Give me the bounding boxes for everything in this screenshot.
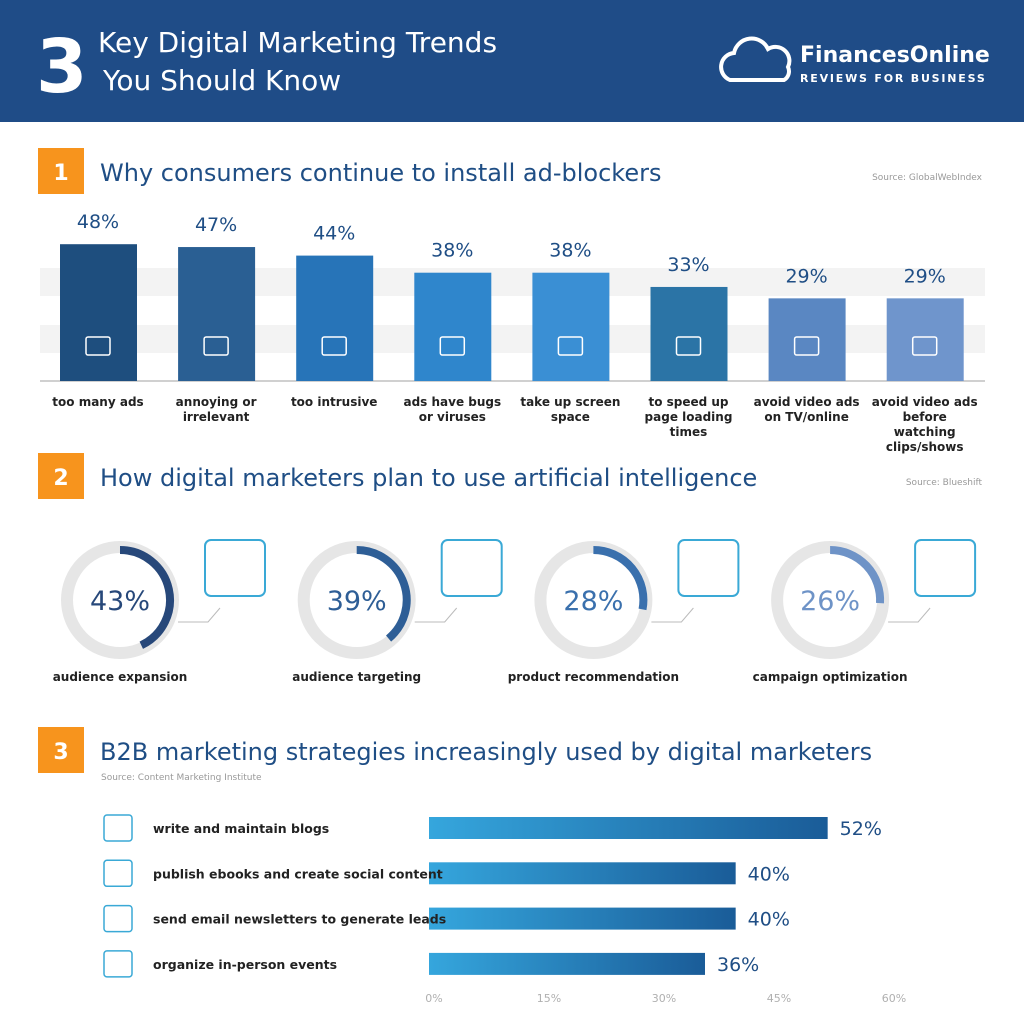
connector xyxy=(178,607,221,623)
bar-icon xyxy=(85,336,111,356)
section-number: 3 xyxy=(53,740,68,765)
bar xyxy=(178,247,256,381)
bar xyxy=(886,298,964,381)
header-title: Key Digital Marketing Trends xyxy=(98,26,497,59)
value-label: 33% xyxy=(667,254,709,276)
bar xyxy=(429,817,828,839)
category-label: to speed up page loading times xyxy=(644,395,733,439)
category-label: take up screen space xyxy=(520,395,621,424)
bar-icon xyxy=(321,336,347,356)
icon xyxy=(440,539,503,597)
bar xyxy=(60,244,137,381)
value-label: 40% xyxy=(748,863,790,885)
source: Source: Blueshift xyxy=(906,478,983,488)
x-tick-label: 45% xyxy=(767,992,791,1005)
bar-icon xyxy=(439,336,466,356)
section-title: Why consumers continue to install ad-blo… xyxy=(100,159,661,187)
bar xyxy=(768,298,846,381)
section-number: 2 xyxy=(53,466,68,491)
category-label: send email newsletters to generate leads xyxy=(153,912,446,927)
category-label: too many ads xyxy=(52,395,144,409)
value-label: 52% xyxy=(840,818,882,840)
value-label: 36% xyxy=(717,954,759,976)
value-label: 38% xyxy=(431,240,473,262)
bar xyxy=(532,272,610,381)
source: Source: Content Marketing Institute xyxy=(101,773,262,783)
bar xyxy=(650,286,728,381)
icon xyxy=(204,539,266,597)
bar xyxy=(296,255,374,381)
icon xyxy=(103,814,133,842)
bar-icon xyxy=(203,336,229,356)
value-label: 43% xyxy=(90,586,150,617)
donut-arc xyxy=(356,546,411,642)
x-tick-label: 30% xyxy=(652,992,676,1005)
value-label: 26% xyxy=(800,586,860,617)
x-tick-label: 60% xyxy=(882,992,906,1005)
donut-arc xyxy=(593,546,648,611)
logo-cloud xyxy=(719,36,792,82)
brand: FinancesOnline xyxy=(800,43,990,68)
bar xyxy=(429,952,705,975)
category-label: avoid video ads before watching clips/sh… xyxy=(871,395,978,454)
section-number: 1 xyxy=(53,161,68,186)
section-title: How digital marketers plan to use artifi… xyxy=(100,464,757,492)
x-tick-label: 0% xyxy=(425,992,442,1005)
category-label: ads have bugs or viruses xyxy=(403,395,502,424)
icon xyxy=(103,950,133,978)
icon xyxy=(103,904,133,933)
value-label: 28% xyxy=(563,586,623,617)
connector xyxy=(888,607,931,623)
category-label: product recommendation xyxy=(507,670,680,684)
bar-icon xyxy=(557,336,584,356)
category-label: publish ebooks and create social content xyxy=(153,866,443,881)
category-label: audience targeting xyxy=(292,670,422,684)
category-label: campaign optimization xyxy=(752,670,908,684)
header-title: You Should Know xyxy=(102,64,341,97)
value-label: 29% xyxy=(785,265,827,287)
bar-icon xyxy=(793,336,820,356)
source: Source: GlobalWebIndex xyxy=(872,173,983,183)
value-label: 39% xyxy=(327,586,387,617)
category-label: avoid video ads on TV/online xyxy=(753,395,860,424)
icon xyxy=(914,539,977,597)
donut-arc xyxy=(119,546,174,649)
section-title: B2B marketing strategies increasingly us… xyxy=(100,738,872,766)
category-label: audience expansion xyxy=(52,670,188,684)
value-label: 29% xyxy=(904,265,946,287)
x-tick-label: 15% xyxy=(537,992,561,1005)
bar xyxy=(414,272,492,381)
value-label: 48% xyxy=(77,211,119,233)
bar-icon xyxy=(911,336,938,356)
connector xyxy=(651,607,694,623)
connector xyxy=(414,607,458,623)
bar xyxy=(429,862,736,885)
section-badge xyxy=(38,727,84,773)
header-number: 3 xyxy=(36,24,88,110)
value-label: 40% xyxy=(748,909,790,931)
bar xyxy=(429,907,736,930)
value-label: 44% xyxy=(313,223,355,245)
category-label: write and maintain blogs xyxy=(153,821,329,836)
section-badge xyxy=(38,148,84,194)
donut-arc xyxy=(829,546,885,604)
brand-tagline: REVIEWS FOR BUSINESS xyxy=(800,72,987,85)
category-label: annoying or irrelevant xyxy=(175,395,257,424)
category-label: organize in-person events xyxy=(153,957,337,972)
icon xyxy=(103,859,133,888)
section-badge xyxy=(38,453,84,499)
icon xyxy=(677,539,740,597)
category-label: too intrusive xyxy=(290,395,378,409)
value-label: 47% xyxy=(195,214,237,236)
header-band xyxy=(0,0,1024,122)
value-label: 38% xyxy=(549,240,591,262)
bar-icon xyxy=(675,336,702,356)
